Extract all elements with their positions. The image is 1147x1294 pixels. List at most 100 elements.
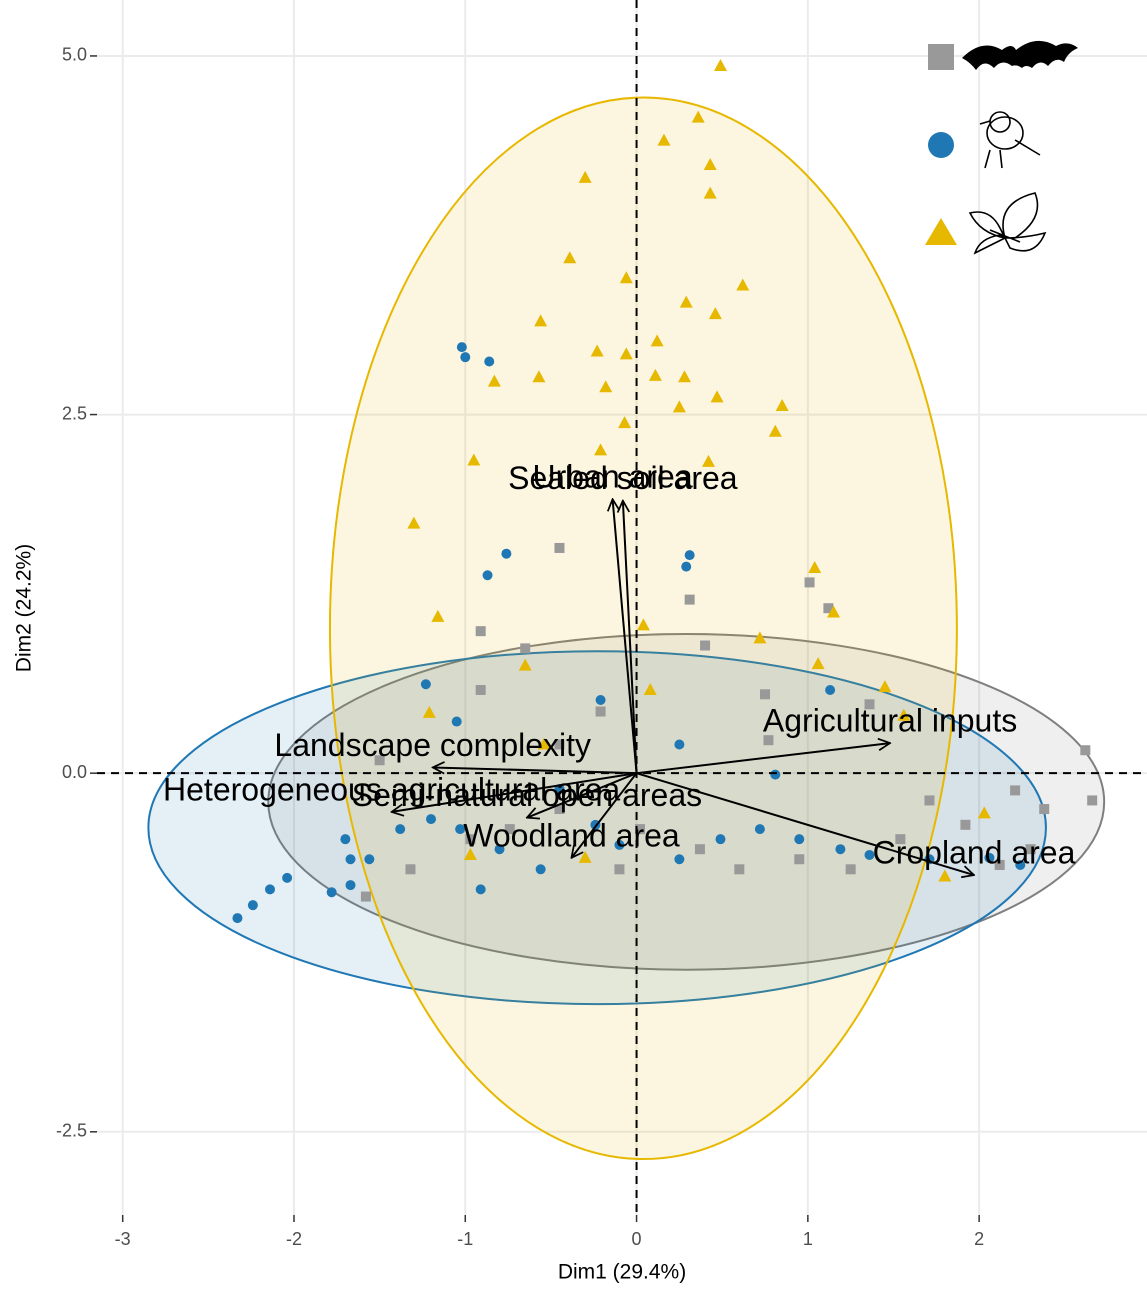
point <box>590 344 604 357</box>
point <box>770 769 781 780</box>
point <box>475 626 486 637</box>
point <box>715 834 726 845</box>
point <box>345 880 356 891</box>
point <box>420 679 431 690</box>
x-tick-label: -2 <box>286 1229 302 1249</box>
point <box>426 814 437 825</box>
point <box>1080 745 1091 756</box>
legend-key <box>928 132 954 158</box>
point <box>475 884 486 895</box>
point <box>407 516 421 529</box>
bird-icon <box>979 111 1041 169</box>
point <box>554 542 565 553</box>
point <box>703 157 717 170</box>
loading-arrow <box>392 772 637 812</box>
point <box>614 864 625 875</box>
point <box>938 869 952 882</box>
point <box>1010 785 1021 796</box>
variable-label: Woodland area <box>463 817 680 853</box>
point <box>465 834 476 845</box>
point <box>487 374 501 387</box>
point <box>463 847 477 860</box>
point <box>960 819 971 830</box>
point <box>763 735 774 746</box>
point <box>827 605 841 618</box>
point <box>977 806 991 819</box>
point <box>825 684 836 695</box>
point <box>364 854 375 865</box>
loading-arrow <box>613 499 638 774</box>
point <box>994 859 1005 870</box>
point <box>736 278 750 291</box>
point <box>897 708 911 721</box>
point <box>537 737 551 750</box>
point <box>265 884 276 895</box>
point <box>599 380 613 393</box>
y-tick-label: 5.0 <box>62 45 87 65</box>
x-tick-label: 2 <box>974 1229 984 1249</box>
legend <box>925 40 1078 255</box>
loading-arrow <box>636 772 974 875</box>
point <box>619 347 633 360</box>
point <box>700 640 711 651</box>
point <box>460 352 471 363</box>
butterfly-icon <box>968 192 1047 255</box>
loading-arrow <box>433 767 637 773</box>
variable-label: Sealed soil area <box>508 460 738 496</box>
point <box>710 390 724 403</box>
loading-arrow <box>623 501 638 774</box>
point <box>595 706 606 717</box>
point <box>684 550 695 561</box>
point <box>405 864 416 875</box>
point <box>811 657 825 670</box>
point <box>734 864 745 875</box>
y-axis-title: Dim2 (24.2%) <box>13 544 36 672</box>
point <box>532 370 546 383</box>
loading-arrow <box>571 772 638 858</box>
point <box>674 739 685 750</box>
loading-arrow <box>527 772 637 817</box>
point <box>878 680 892 693</box>
point <box>679 295 693 308</box>
variable-label: Agricultural inputs <box>763 703 1017 739</box>
point <box>643 682 657 695</box>
point <box>648 368 662 381</box>
point <box>504 824 515 835</box>
point <box>494 844 505 855</box>
point <box>535 864 546 875</box>
point <box>708 307 722 320</box>
point <box>775 398 789 411</box>
point <box>501 548 512 559</box>
point <box>482 570 493 581</box>
point <box>360 891 371 902</box>
point <box>823 603 834 614</box>
variable-label: Landscape complexity <box>274 727 591 763</box>
point <box>247 900 258 911</box>
point <box>984 852 995 863</box>
y-tick-label: 0.0 <box>62 762 87 782</box>
point <box>326 887 337 898</box>
point <box>518 658 532 671</box>
point <box>924 795 935 806</box>
point <box>456 342 467 353</box>
point <box>554 739 565 750</box>
point <box>835 844 846 855</box>
point <box>634 824 645 835</box>
y-tick-label: -2.5 <box>56 1121 87 1141</box>
point <box>1039 804 1050 815</box>
point <box>595 695 606 706</box>
point <box>754 824 765 835</box>
point <box>614 839 625 850</box>
point <box>895 834 906 845</box>
x-tick-label: 1 <box>803 1229 813 1249</box>
point <box>1015 859 1026 870</box>
point <box>594 443 608 456</box>
point <box>713 58 727 71</box>
point <box>753 631 767 644</box>
point <box>864 849 875 860</box>
point <box>703 186 717 199</box>
point <box>618 416 632 429</box>
point <box>694 844 705 855</box>
point <box>520 643 531 654</box>
